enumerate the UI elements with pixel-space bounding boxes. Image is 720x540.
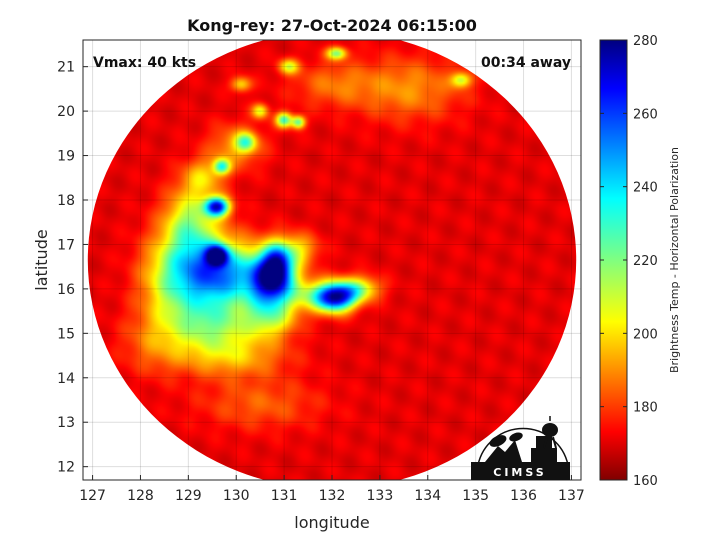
colorbar-ticks: 160 180 200 220 240 260 280 <box>600 34 658 489</box>
cimss-logo: CIMSS <box>471 416 570 480</box>
x-tick-label: 127 <box>79 488 106 504</box>
colorbar <box>599 39 628 481</box>
colorbar-tick-label: 180 <box>633 401 658 416</box>
x-tick-label: 137 <box>558 488 585 504</box>
x-axis-label: longitude <box>294 513 369 532</box>
x-tick-label: 129 <box>175 488 202 504</box>
grid-lines <box>83 40 581 480</box>
x-tick-label: 132 <box>319 488 346 504</box>
x-tick-label: 128 <box>127 488 154 504</box>
colorbar-tick-label: 200 <box>633 327 658 342</box>
y-tick-label: 17 <box>57 237 75 253</box>
x-tick-label: 130 <box>223 488 250 504</box>
y-tick-label: 13 <box>57 415 75 431</box>
y-tick-label: 16 <box>57 282 75 298</box>
y-tick-label: 21 <box>57 60 75 76</box>
y-tick-label: 18 <box>57 193 75 209</box>
colorbar-tick-label: 240 <box>633 181 658 196</box>
colorbar-label: Brightness Temp - Horizontal Polarizatio… <box>668 147 681 373</box>
colorbar-tick-label: 160 <box>633 474 658 489</box>
y-tick-label: 15 <box>57 326 75 342</box>
x-tick-label: 131 <box>271 488 298 504</box>
x-tick-label: 135 <box>462 488 489 504</box>
x-tick-label: 134 <box>414 488 441 504</box>
y-tick-label: 19 <box>57 149 75 165</box>
x-axis-ticks: 127 128 129 130 131 132 133 134 135 136 137 <box>79 475 585 504</box>
y-axis-ticks: 12 13 14 15 16 17 18 19 20 21 <box>57 60 88 476</box>
svg-text:CIMSS: CIMSS <box>493 466 546 479</box>
y-axis-label: latitude <box>32 229 51 290</box>
colorbar-tick-label: 260 <box>633 107 658 122</box>
y-tick-label: 20 <box>57 104 75 120</box>
y-tick-label: 12 <box>57 460 75 476</box>
x-tick-label: 133 <box>367 488 394 504</box>
x-tick-label: 136 <box>510 488 537 504</box>
y-tick-label: 14 <box>57 371 75 387</box>
chart-title: Kong-rey: 27-Oct-2024 06:15:00 <box>187 16 477 35</box>
colorbar-tick-label: 220 <box>633 254 658 269</box>
time-away-annotation: 00:34 away <box>481 55 571 71</box>
brightness-temperature-heatmap <box>87 40 577 480</box>
vmax-annotation: Vmax: 40 kts <box>93 55 196 71</box>
colorbar-tick-label: 280 <box>633 34 658 49</box>
